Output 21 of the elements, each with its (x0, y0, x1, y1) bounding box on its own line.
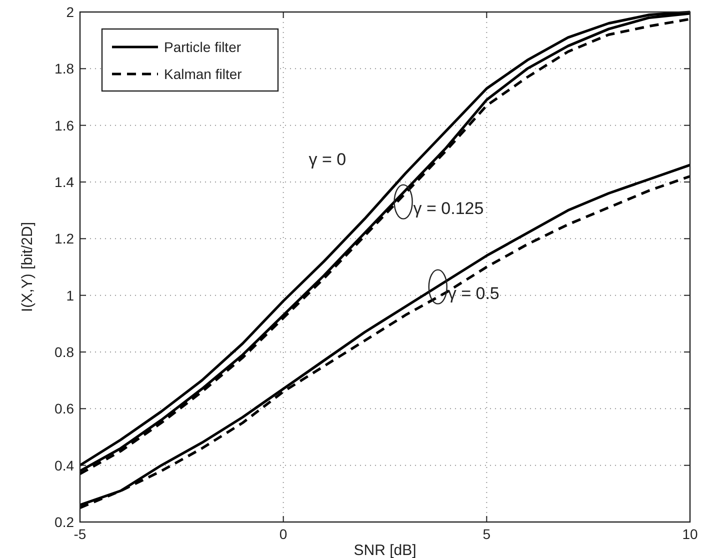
annotation: γ = 0 (308, 150, 346, 169)
legend-label: Kalman filter (164, 66, 242, 82)
y-tick-label: 0.8 (54, 344, 74, 360)
y-tick-label: 1.6 (54, 117, 74, 134)
x-tick-label: 5 (482, 526, 491, 542)
y-tick-label: 0.2 (54, 514, 74, 530)
y-tick-label: 0.4 (54, 457, 74, 474)
annotation: γ = 0.125 (413, 198, 484, 218)
y-tick-label: 0.6 (54, 400, 74, 417)
y-tick-label: 1.2 (54, 230, 74, 247)
annotation: γ = 0.5 (448, 284, 500, 303)
x-tick-label: 0 (279, 526, 288, 542)
y-tick-label: 1.8 (54, 60, 74, 77)
legend-label: Particle filter (164, 39, 242, 55)
x-axis-title: SNR [dB] (354, 542, 416, 558)
x-tick-label: 10 (682, 526, 698, 542)
y-axis-title: I(X,Y) [bit/2D] (19, 222, 36, 312)
y-tick-label: 1 (66, 287, 74, 304)
y-tick-label: 1.4 (54, 174, 74, 190)
y-tick-label: 2 (66, 4, 74, 20)
x-tick-label: -5 (74, 526, 86, 542)
